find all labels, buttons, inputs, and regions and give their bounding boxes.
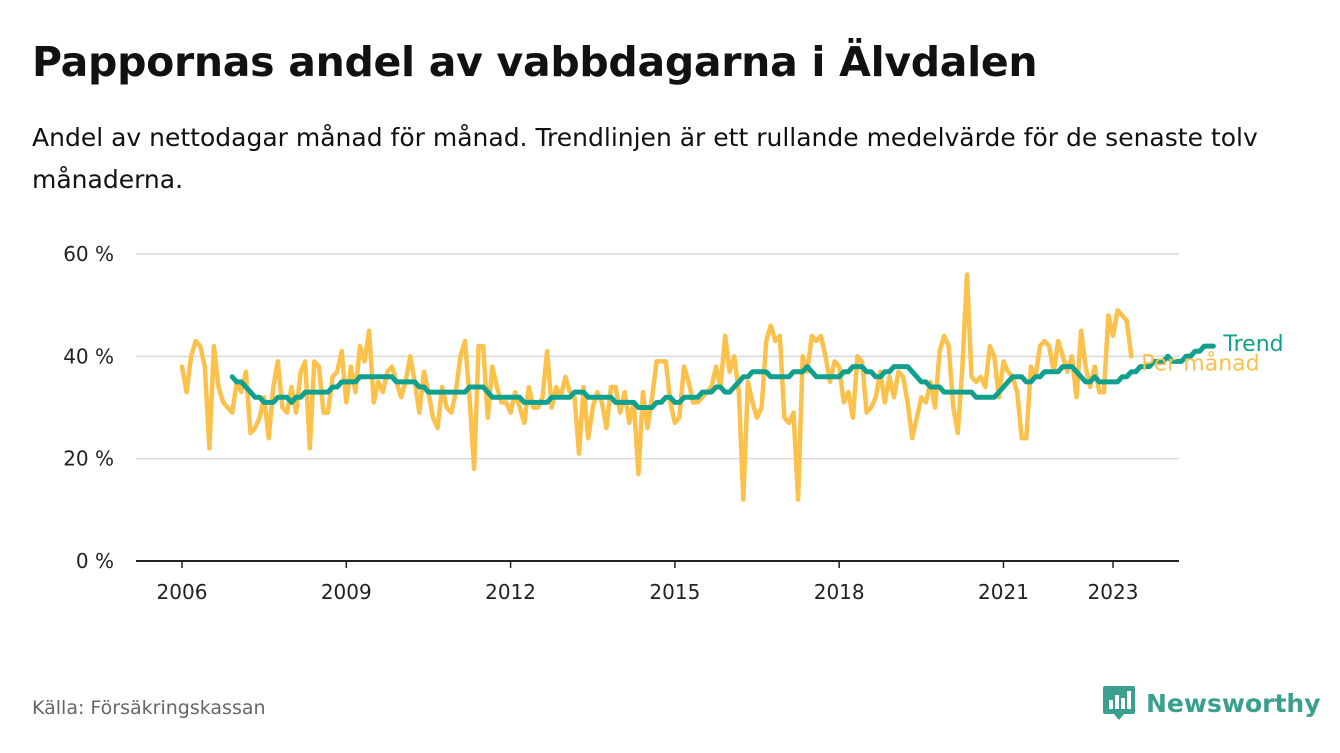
y-tick-label: 60 % (63, 242, 114, 266)
y-axis-ticks: 0 % 20 % 40 % 60 % (63, 242, 114, 573)
y-tick-label: 0 % (76, 549, 114, 573)
gridlines (136, 253, 1179, 460)
x-tick-label: 2009 (321, 580, 372, 604)
series-label-trend: Trend (1222, 332, 1283, 357)
series-lines (179, 272, 1216, 502)
brand-logo[interactable]: Newsworthy (1102, 683, 1321, 723)
source-note: Källa: Försäkringskassan (32, 697, 266, 719)
x-tick-label: 2021 (978, 580, 1029, 604)
chart-subtitle: Andel av nettodagar månad för månad. Tre… (32, 123, 1258, 194)
x-tick-label: 2006 (157, 580, 208, 604)
series-label-per-manad: Per månad (1141, 350, 1259, 376)
line-chart: 0 % 20 % 40 % 60 % 2006 2009 2012 2015 2018 2021… (63, 242, 1283, 604)
series-line-trend (229, 343, 1216, 410)
y-tick-label: 20 % (63, 447, 114, 471)
newsworthy-logo-icon (1103, 686, 1135, 720)
x-tick-label: 2023 (1088, 580, 1139, 604)
x-tick-label: 2012 (485, 580, 536, 604)
y-tick-label: 40 % (63, 344, 114, 368)
series-line-per-manad (179, 272, 1134, 502)
x-tick-label: 2015 (649, 580, 700, 604)
x-tick-label: 2018 (814, 580, 865, 604)
x-axis: 2006 2009 2012 2015 2018 2021 2023 (136, 560, 1179, 604)
chart-title: Pappornas andel av vabbdagarna i Älvdale… (32, 38, 1038, 86)
brand-name: Newsworthy (1146, 688, 1321, 718)
